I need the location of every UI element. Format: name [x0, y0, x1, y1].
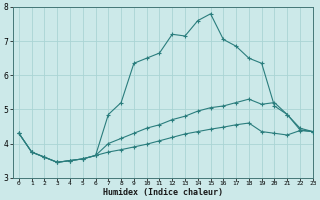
X-axis label: Humidex (Indice chaleur): Humidex (Indice chaleur) [103, 188, 223, 197]
